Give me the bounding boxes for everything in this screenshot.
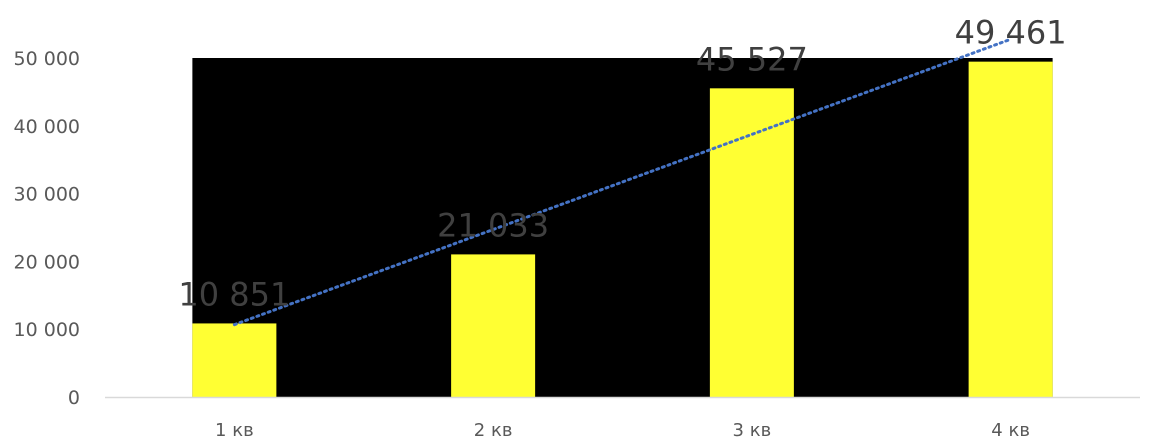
- x-tick-label: 3 кв: [733, 420, 772, 441]
- trendline: [232, 37, 1013, 327]
- trendline-layer: [232, 37, 1013, 327]
- data-label-4: 49 461: [955, 14, 1067, 52]
- bar-1: [192, 323, 277, 397]
- y-tick-label: 40 000: [14, 116, 80, 138]
- x-axis: 1 кв 2 кв 3 кв 4 кв: [105, 396, 1140, 441]
- y-tick-label: 30 000: [14, 184, 80, 206]
- bar-4: [968, 61, 1053, 397]
- plot-background-layer: [192, 58, 1053, 397]
- data-labels: 10 851 21 033 45 527 49 461: [178, 14, 1066, 314]
- data-label-1: 10 851: [178, 275, 290, 313]
- data-label-3: 45 527: [696, 40, 808, 78]
- bar-2: [451, 254, 536, 397]
- data-label-2: 21 033: [437, 206, 549, 244]
- y-tick-label: 50 000: [14, 48, 80, 70]
- y-tick-label: 10 000: [14, 319, 80, 341]
- y-tick-label: 0: [68, 387, 80, 409]
- y-tick-label: 20 000: [14, 251, 80, 273]
- y-axis-ticks: 0 10 000 20 000 30 000 40 000 50 000: [14, 48, 80, 409]
- x-tick-label: 2 кв: [474, 420, 513, 441]
- bars: [192, 61, 1053, 398]
- x-tick-label: 4 кв: [991, 420, 1030, 441]
- x-tick-label: 1 кв: [215, 420, 254, 441]
- plot-background: [192, 58, 1053, 397]
- bar-3: [709, 88, 794, 398]
